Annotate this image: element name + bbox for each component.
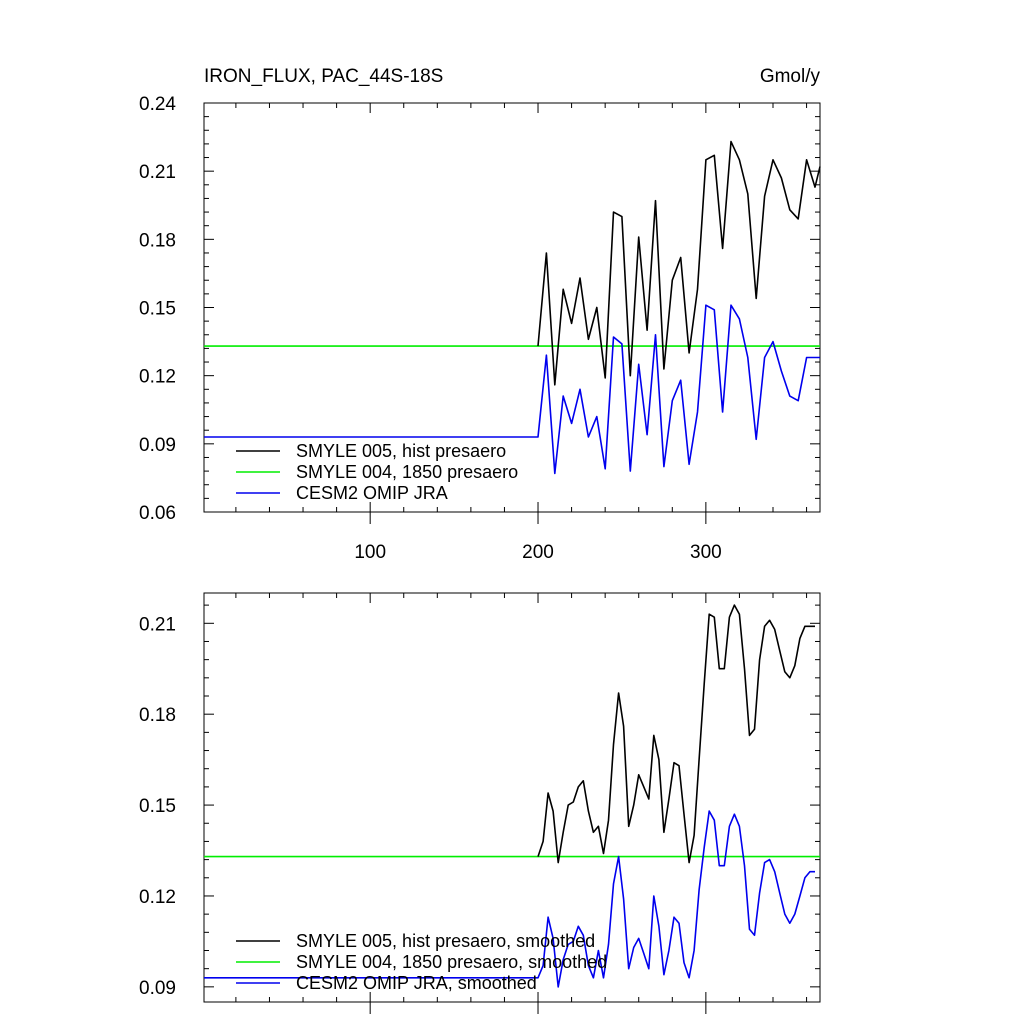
legend-label: SMYLE 004, 1850 presaero, smoothed	[296, 952, 607, 972]
x-tick-label: 200	[522, 542, 554, 563]
legend-label: CESM2 OMIP JRA	[296, 483, 448, 503]
x-tick-label: 100	[354, 542, 386, 563]
y-tick-label: 0.06	[139, 503, 176, 524]
y-tick-label: 0.12	[139, 367, 176, 388]
units-label: Gmol/y	[760, 66, 821, 87]
y-tick-label: 0.21	[139, 162, 176, 183]
series-line-2	[204, 304, 820, 475]
y-tick-label: 0.21	[139, 614, 176, 635]
series-line-2	[204, 810, 815, 988]
legend-label: SMYLE 005, hist presaero, smoothed	[296, 931, 595, 951]
x-tick-label: 300	[690, 542, 722, 563]
plot-frame	[203, 592, 821, 1003]
legend-label: CESM2 OMIP JRA, smoothed	[296, 973, 537, 993]
y-tick-label: 0.18	[139, 705, 176, 726]
y-tick-label: 0.12	[139, 887, 176, 908]
y-tick-label: 0.15	[139, 796, 176, 817]
chart-title: IRON_FLUX, PAC_44S-18S	[204, 66, 443, 87]
y-tick-label: 0.18	[139, 230, 176, 251]
bottom-panel: 0.09 0.12 0.15 0.18 0.21 SMYLE 005, hist pres…	[139, 592, 821, 1014]
y-tick-label: 0.24	[139, 94, 176, 115]
y-tick-label: 0.15	[139, 299, 176, 320]
series-line-0	[537, 604, 815, 864]
y-tick-label: 0.09	[139, 435, 176, 456]
y-tick-label: 0.09	[139, 978, 176, 999]
top-panel: 0.06 0.09 0.12 0.15 0.18 0.21 0.24 100 200 300 SMY…	[139, 94, 821, 563]
legend-label: SMYLE 005, hist presaero	[296, 441, 506, 461]
legend-label: SMYLE 004, 1850 presaero	[296, 462, 518, 482]
series-line-0	[537, 140, 821, 386]
